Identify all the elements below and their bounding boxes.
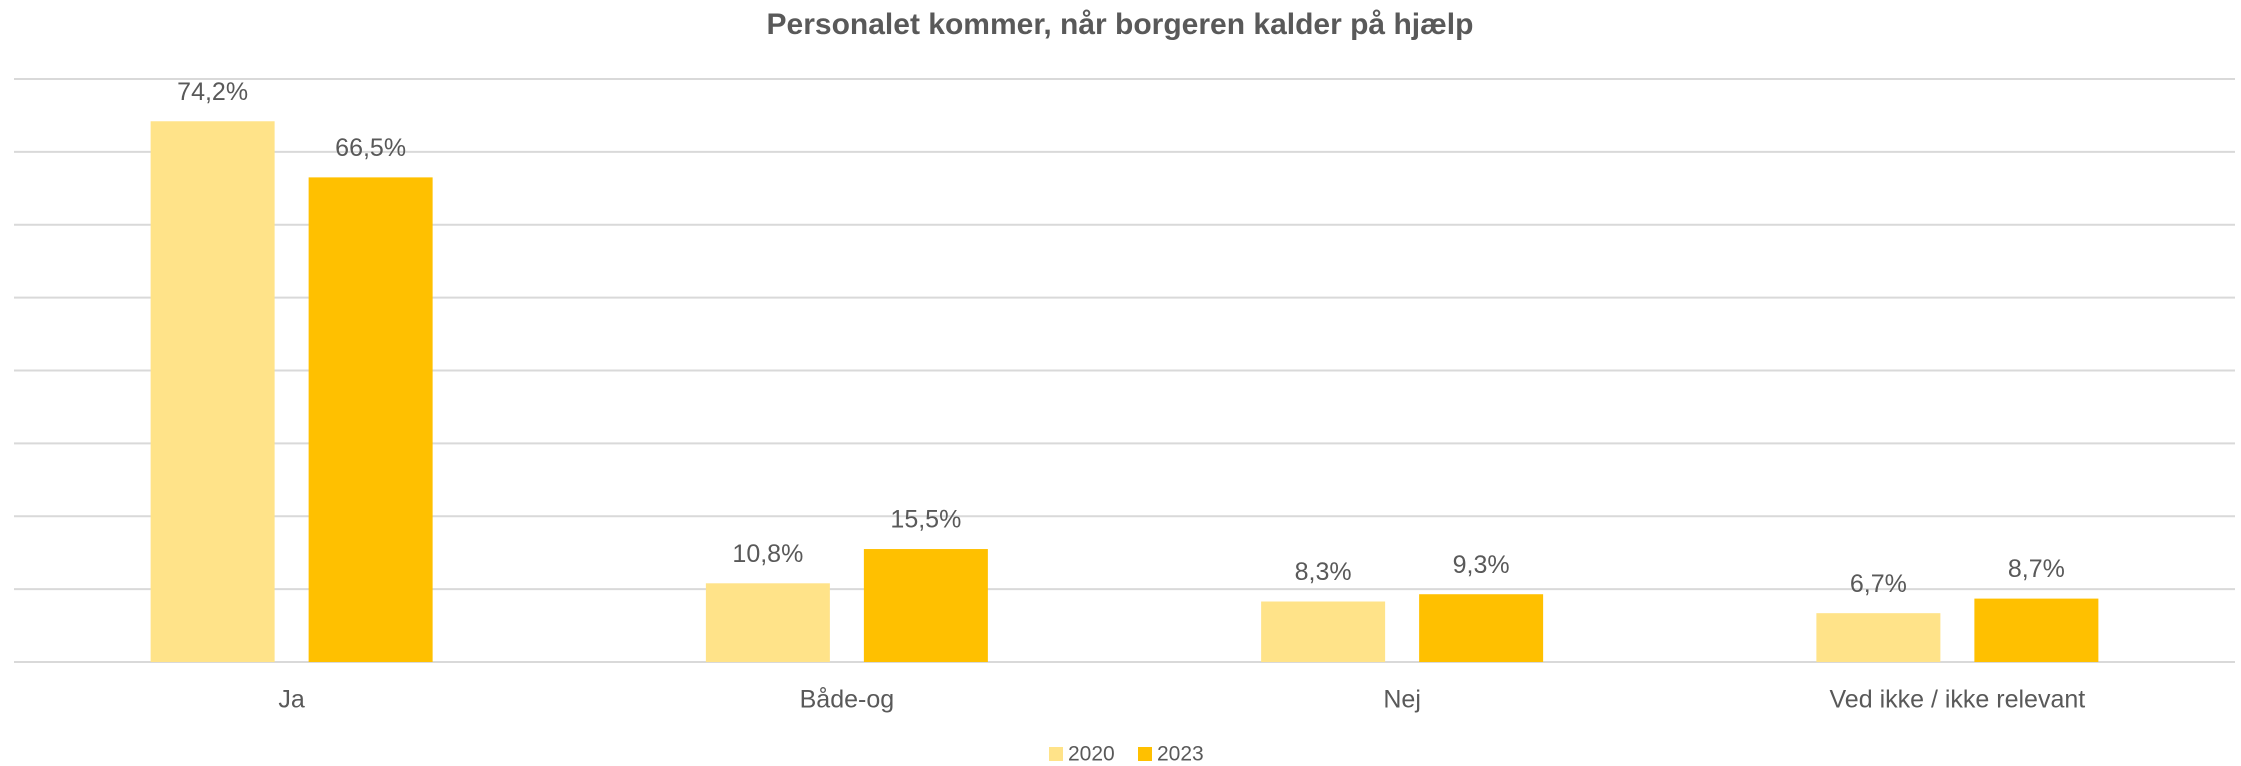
data-label: 8,7% bbox=[2008, 555, 2065, 583]
bar bbox=[1816, 613, 1941, 662]
x-tick-label: Ja bbox=[278, 686, 305, 714]
bar bbox=[1419, 594, 1544, 662]
data-label: 8,3% bbox=[1295, 558, 1352, 586]
bar bbox=[150, 121, 275, 662]
legend-swatch bbox=[1138, 747, 1152, 761]
data-label: 15,5% bbox=[890, 506, 961, 534]
chart-title: Personalet kommer, når borgeren kalder p… bbox=[767, 8, 1474, 41]
bar bbox=[705, 583, 830, 662]
bar bbox=[308, 177, 433, 662]
legend-label: 2023 bbox=[1157, 743, 1204, 766]
bar bbox=[1261, 601, 1386, 662]
legend-swatch bbox=[1049, 747, 1063, 761]
data-label: 66,5% bbox=[335, 134, 406, 162]
x-tick-label: Både-og bbox=[800, 686, 895, 714]
data-label: 6,7% bbox=[1850, 570, 1907, 598]
data-label: 9,3% bbox=[1453, 551, 1510, 579]
x-tick-label: Nej bbox=[1383, 686, 1421, 714]
legend-label: 2020 bbox=[1068, 743, 1115, 766]
bar bbox=[863, 549, 988, 662]
data-label: 74,2% bbox=[177, 78, 248, 106]
data-label: 10,8% bbox=[732, 540, 803, 568]
x-tick-label: Ved ikke / ikke relevant bbox=[1830, 686, 2086, 714]
bar bbox=[1974, 598, 2099, 662]
